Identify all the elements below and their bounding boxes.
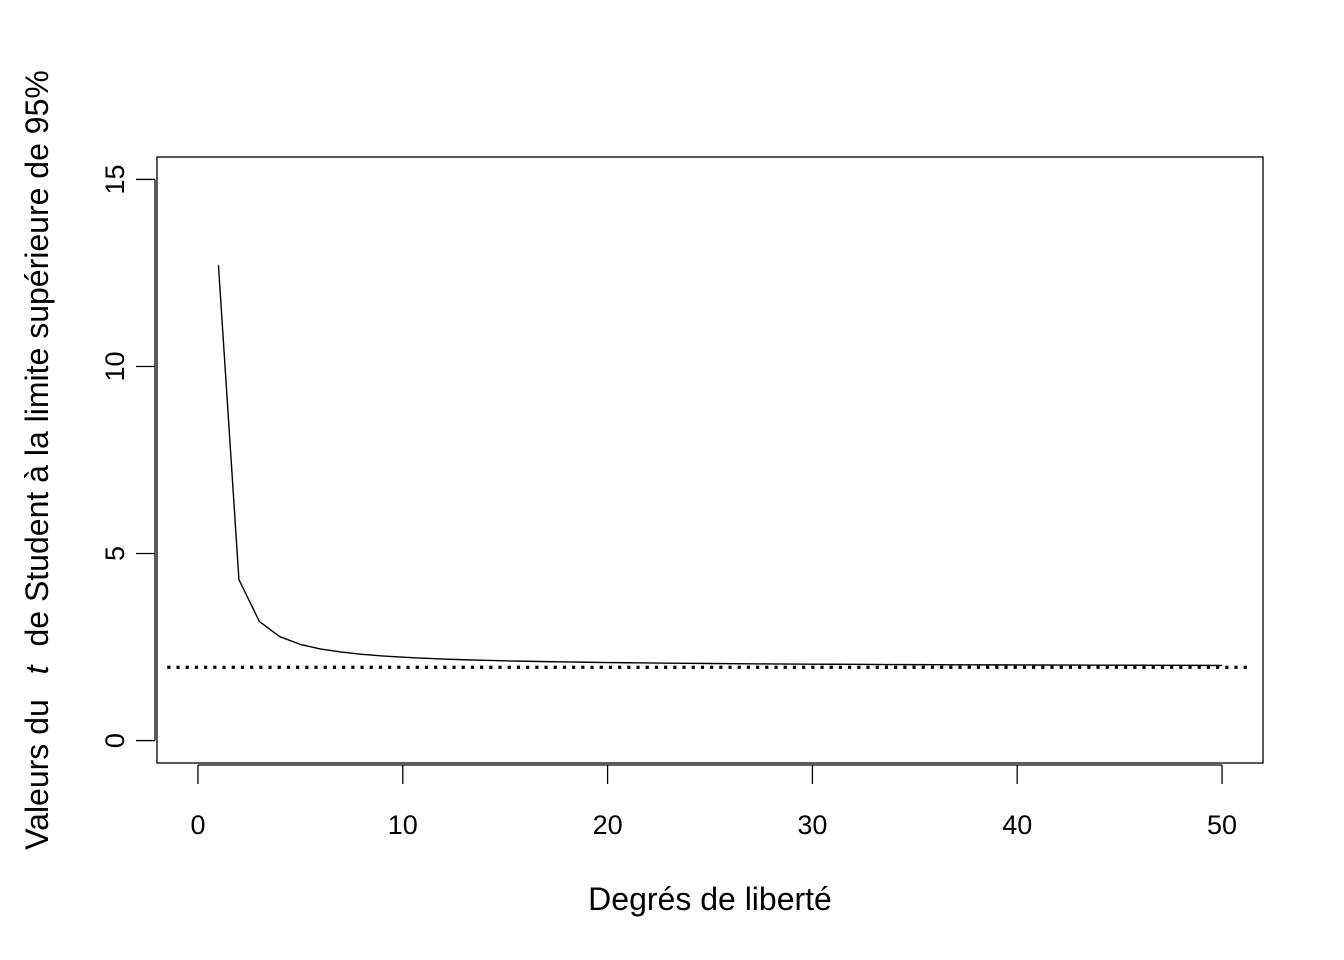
- y-tick-label: 0: [100, 733, 130, 748]
- y-axis-title-before: Valeurs du: [19, 699, 55, 850]
- y-axis: 0 5 10 15: [100, 164, 156, 748]
- x-tick-label: 40: [1002, 810, 1032, 840]
- x-tick-label: 20: [593, 810, 623, 840]
- series-layer: [167, 265, 1253, 669]
- x-tick-label: 10: [388, 810, 418, 840]
- x-axis-title: Degrés de liberté: [588, 881, 832, 917]
- y-tick-label: 15: [100, 164, 130, 194]
- x-tick-label: 50: [1207, 810, 1237, 840]
- y-tick-label: 10: [100, 351, 130, 381]
- x-axis: 0 10 20 30 40 50: [190, 764, 1237, 840]
- plot-frame: [156, 156, 1264, 764]
- y-axis-title: Valeurs du t de Student à la limite supé…: [19, 70, 55, 850]
- t-value-curve: [217, 265, 1223, 667]
- y-axis-title-italic: t: [19, 664, 55, 674]
- x-tick-label: 0: [190, 810, 205, 840]
- y-axis-title-after: de Student à la limite supérieure de 95%: [19, 70, 55, 646]
- x-tick-label: 30: [797, 810, 827, 840]
- y-tick-label: 5: [100, 546, 130, 561]
